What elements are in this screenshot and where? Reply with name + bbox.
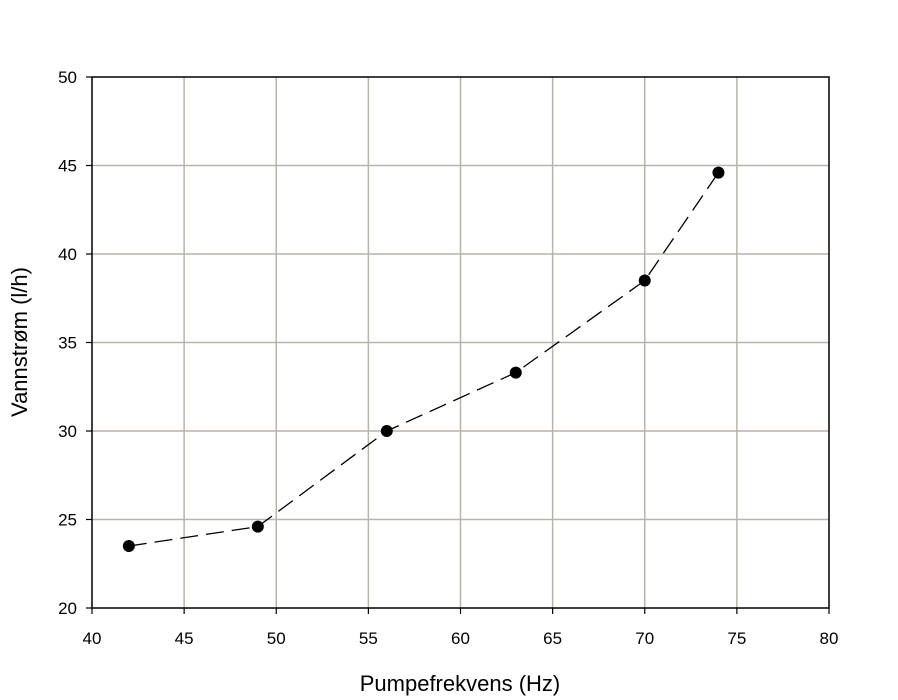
x-tick-label: 45 [175,629,194,648]
data-point [712,166,725,179]
plot-area-frame [91,76,830,609]
x-axis-ticks: 40 45 50 55 60 65 70 75 80 [83,608,839,648]
x-tick-label: 70 [635,629,654,648]
x-tick-label: 40 [83,629,102,648]
x-tick-label: 65 [543,629,562,648]
y-tick-label: 40 [58,245,77,264]
data-point [380,425,393,437]
data-point [509,366,522,379]
y-tick-label: 50 [58,68,77,87]
grid [92,77,829,608]
x-tick-label: 60 [451,629,470,648]
x-tick-label: 80 [820,629,839,648]
y-tick-label: 25 [58,511,77,530]
x-tick-label: 55 [359,629,378,648]
y-axis-title: Vannstrøm (l/h) [7,267,32,417]
y-tick-label: 20 [58,599,77,618]
series-line [128,172,719,547]
x-axis-title: Pumpefrekvens (Hz) [360,671,561,696]
y-axis-ticks: 20 25 30 35 40 45 50 [58,68,92,618]
data-point [638,274,651,287]
data-point [251,520,264,533]
data-point [122,540,135,553]
x-tick-label: 75 [727,629,746,648]
x-tick-label: 50 [267,629,286,648]
y-tick-label: 45 [58,157,77,176]
y-tick-label: 35 [58,334,77,353]
series [122,166,725,553]
y-tick-label: 30 [58,422,77,441]
